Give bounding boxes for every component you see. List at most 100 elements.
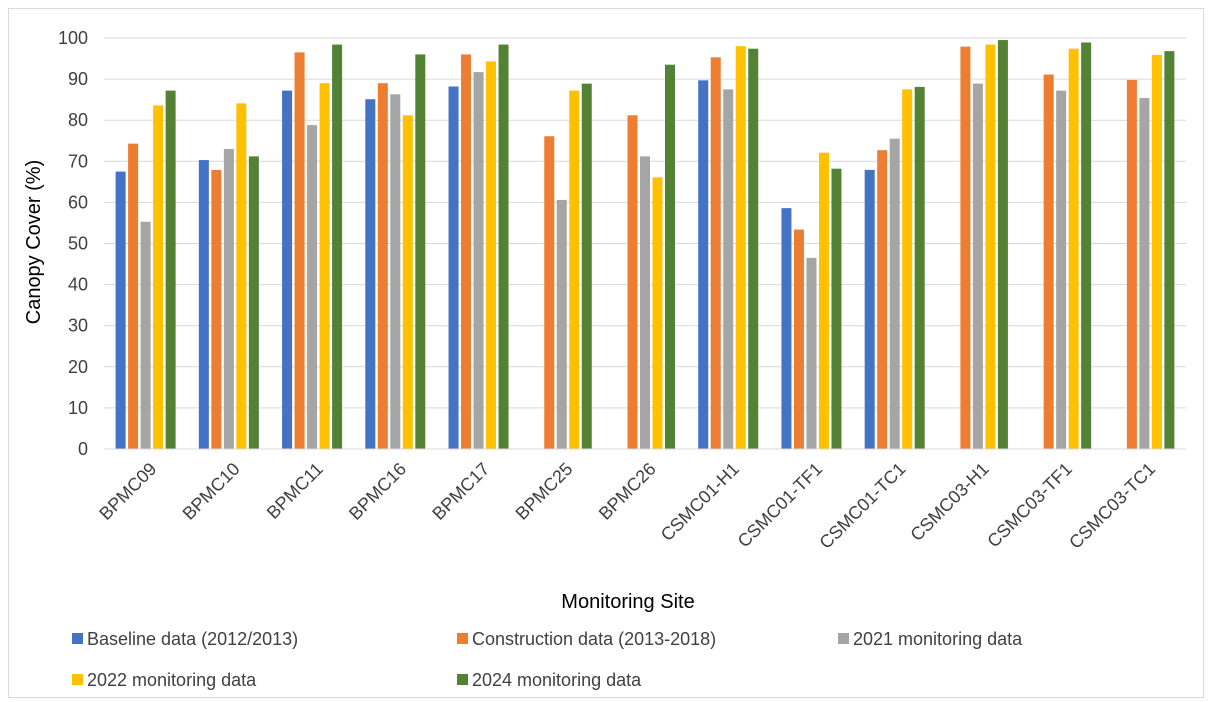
bar: [793, 229, 804, 449]
bar: [461, 54, 472, 449]
y-tick-label: 10: [68, 398, 88, 418]
bar: [486, 61, 497, 450]
legend-item: Construction data (2013-2018): [457, 629, 716, 649]
bar: [332, 44, 343, 449]
x-tick-label: BPMC10: [179, 459, 244, 524]
bar: [972, 83, 983, 450]
y-axis-ticks: 0 10 20 30 40 50 60 70 80 90 100: [58, 28, 88, 459]
bar: [1126, 79, 1137, 450]
bar: [140, 221, 151, 449]
x-tick-label: BPMC17: [428, 459, 493, 524]
legend-item: 2021 monitoring data: [838, 629, 1023, 649]
bar: [698, 80, 709, 449]
bar: [831, 168, 842, 449]
bar: [652, 177, 663, 449]
bar: [985, 44, 996, 449]
x-tick-label: BPMC26: [595, 459, 660, 524]
bar: [307, 125, 318, 449]
x-tick-label: CSMC01-TC1: [815, 459, 909, 553]
x-tick-label: CSMC03-H1: [906, 459, 992, 545]
bar: [448, 86, 459, 449]
bar: [1068, 48, 1079, 449]
x-tick-label: BPMC25: [512, 459, 577, 524]
bar: [723, 89, 734, 450]
bar: [115, 171, 126, 449]
bar: [665, 64, 675, 450]
bar: [402, 115, 413, 450]
legend-item: 2024 monitoring data: [457, 670, 642, 690]
x-tick-label: CSMC03-TF1: [983, 459, 1076, 552]
bar: [473, 72, 484, 450]
bar: [390, 94, 401, 449]
bar: [960, 46, 971, 449]
bar: [640, 156, 650, 449]
legend-swatch: [457, 633, 468, 644]
bar: [236, 103, 247, 449]
bar: [1081, 42, 1092, 450]
bar: [544, 136, 555, 450]
legend-swatch: [72, 633, 83, 644]
bar: [877, 150, 888, 449]
bar: [377, 83, 388, 450]
legend-label: 2024 monitoring data: [472, 670, 642, 690]
bar: [735, 46, 746, 449]
bars: [115, 40, 1175, 450]
y-tick-label: 40: [68, 275, 88, 295]
bar: [1151, 54, 1162, 449]
bar: [165, 90, 176, 450]
bar: [1164, 51, 1175, 450]
bar: [365, 99, 376, 450]
legend-label: Construction data (2013-2018): [472, 629, 716, 649]
x-tick-label: CSMC03-TC1: [1065, 459, 1159, 553]
bar: [248, 156, 259, 449]
bar: [1139, 98, 1150, 449]
x-tick-label: CSMC01-TF1: [734, 459, 827, 552]
legend: Baseline data (2012/2013) Construction da…: [72, 629, 1023, 690]
bar: [282, 90, 293, 450]
bar: [498, 44, 509, 449]
bar: [914, 86, 925, 449]
bar: [319, 83, 330, 450]
legend-label: Baseline data (2012/2013): [87, 629, 298, 649]
y-tick-label: 30: [68, 316, 88, 336]
bar: [128, 143, 139, 449]
y-tick-label: 0: [78, 439, 88, 459]
bar: [153, 105, 164, 450]
bar: [223, 148, 234, 449]
bar: [781, 208, 792, 449]
legend-label: 2021 monitoring data: [853, 629, 1023, 649]
y-tick-label: 60: [68, 192, 88, 212]
bar: [748, 48, 759, 449]
x-axis-title: Monitoring Site: [561, 591, 694, 613]
x-axis-ticks: BPMC09 BPMC10 BPMC11 BPMC16 BPMC17 BPMC25 BPMC…: [95, 459, 1159, 553]
y-tick-label: 90: [68, 69, 88, 89]
bar: [864, 169, 875, 449]
y-tick-label: 70: [68, 151, 88, 171]
legend-item: Baseline data (2012/2013): [72, 629, 298, 649]
y-tick-label: 50: [68, 234, 88, 254]
bar: [806, 257, 817, 449]
chart-frame: [8, 8, 1204, 698]
bar: [710, 57, 721, 449]
bar: [627, 115, 638, 450]
legend-item: 2022 monitoring data: [72, 670, 257, 690]
legend-label: 2022 monitoring data: [87, 670, 257, 690]
bar: [569, 90, 580, 450]
y-tick-label: 20: [68, 357, 88, 377]
y-tick-label: 80: [68, 110, 88, 130]
legend-swatch: [457, 674, 468, 685]
bar: [294, 52, 305, 449]
legend-swatch: [72, 674, 83, 685]
bar: [415, 54, 426, 449]
bar: [198, 160, 209, 449]
bar: [556, 199, 567, 449]
bar: [211, 169, 222, 449]
x-tick-label: CSMC01-H1: [657, 459, 743, 545]
bar: [902, 89, 913, 450]
bar: [818, 152, 829, 450]
bar: [997, 40, 1008, 450]
legend-swatch: [838, 633, 849, 644]
x-tick-label: BPMC09: [95, 459, 160, 524]
y-axis-title: Canopy Cover (%): [23, 160, 45, 325]
